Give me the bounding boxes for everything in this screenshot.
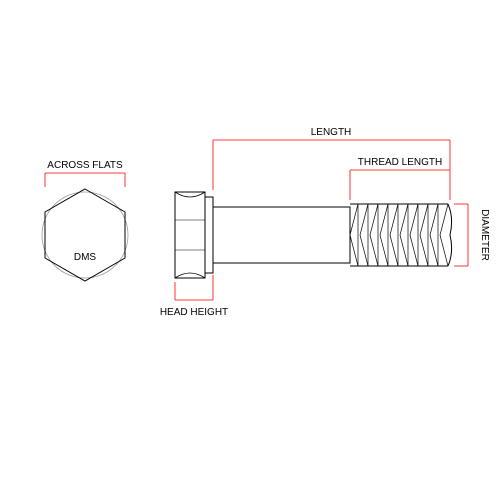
dms-label: DMS — [74, 252, 97, 263]
across-flats-label: ACROSS FLATS — [47, 160, 123, 171]
thread-length-label: THREAD LENGTH — [358, 157, 442, 168]
diameter-label: DIAMETER — [479, 209, 490, 261]
head-height-label: HEAD HEIGHT — [160, 307, 228, 318]
thread-length-dimension: THREAD LENGTH — [350, 157, 450, 200]
thread-region — [350, 204, 452, 266]
bolt-diagram: DMS ACROSS FLATS — [0, 0, 500, 500]
head-height-dimension: HEAD HEIGHT — [160, 275, 228, 318]
length-label: LENGTH — [311, 127, 352, 138]
across-flats-dimension: ACROSS FLATS — [45, 160, 125, 187]
diameter-dimension: DIAMETER — [454, 204, 490, 266]
bolt-side-view — [175, 192, 452, 278]
hex-head-front-view: DMS — [42, 189, 128, 281]
